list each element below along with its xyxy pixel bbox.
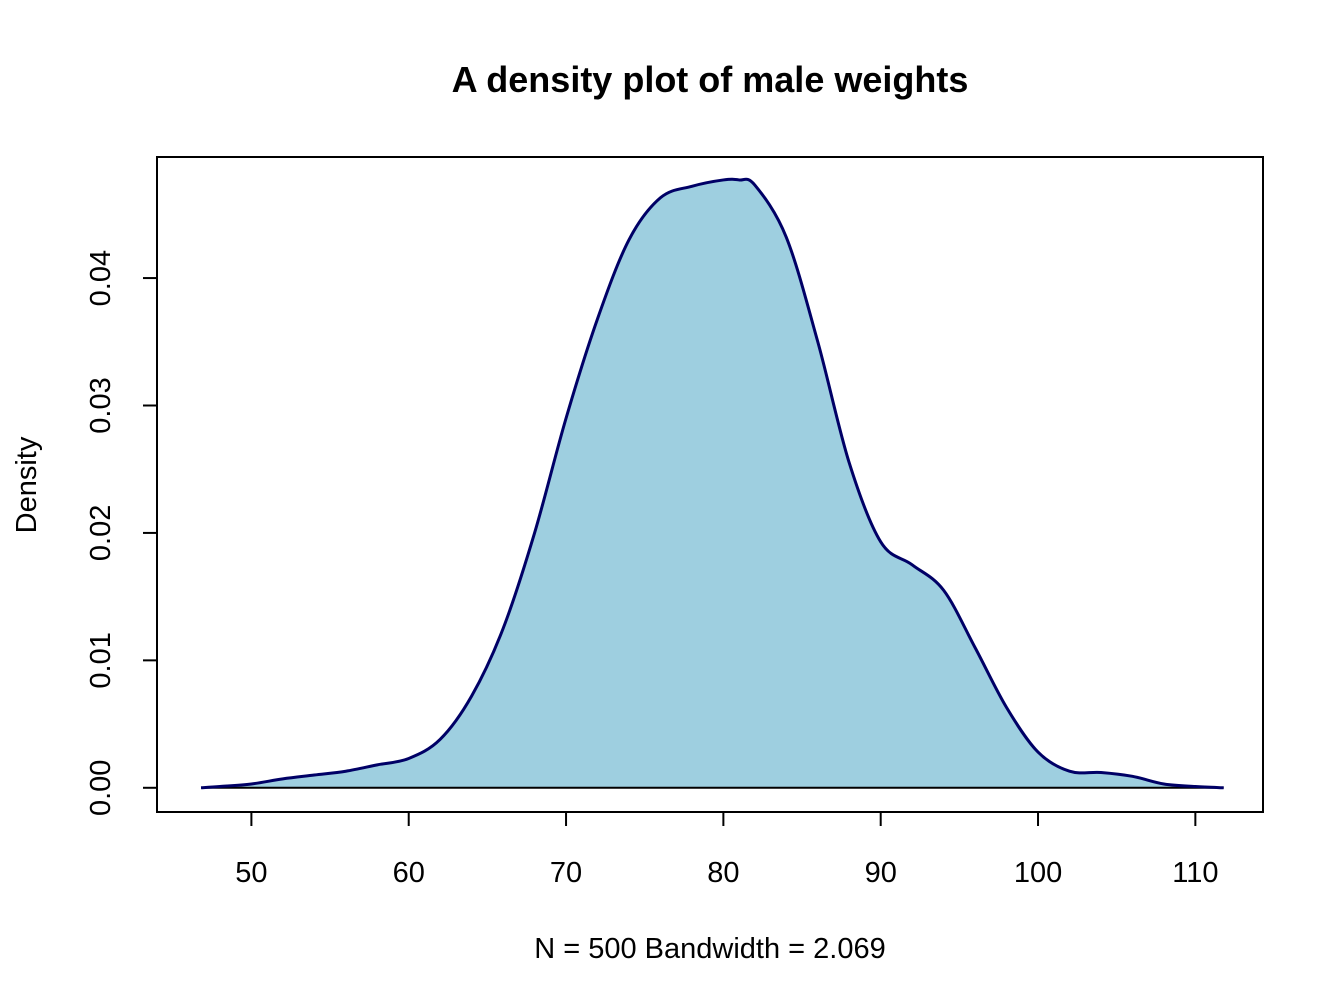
density-area <box>201 179 1224 788</box>
chart-title: A density plot of male weights <box>452 59 969 100</box>
y-axis-label: Density <box>11 436 43 533</box>
y-axis: 0.00 0.01 0.02 0.03 0.04 <box>85 250 158 816</box>
x-tick-label: 80 <box>707 857 739 889</box>
y-tick-label: 0.04 <box>85 250 117 306</box>
y-tick-label: 0.00 <box>85 760 117 816</box>
y-tick-label: 0.01 <box>85 632 117 688</box>
x-axis: 50 60 70 80 90 100 110 <box>235 811 1218 889</box>
x-axis-label: N = 500 Bandwidth = 2.069 <box>534 933 885 965</box>
x-tick-label: 50 <box>235 857 267 889</box>
plot-area <box>200 177 1224 790</box>
density-line <box>200 177 1224 790</box>
y-tick-label: 0.03 <box>85 377 117 433</box>
x-tick-label: 110 <box>1172 857 1218 889</box>
x-tick-label: 100 <box>1014 857 1062 889</box>
y-tick-label: 0.02 <box>85 505 117 561</box>
x-tick-label: 60 <box>393 857 425 889</box>
x-tick-label: 90 <box>865 857 897 889</box>
x-tick-label: 70 <box>550 857 582 889</box>
